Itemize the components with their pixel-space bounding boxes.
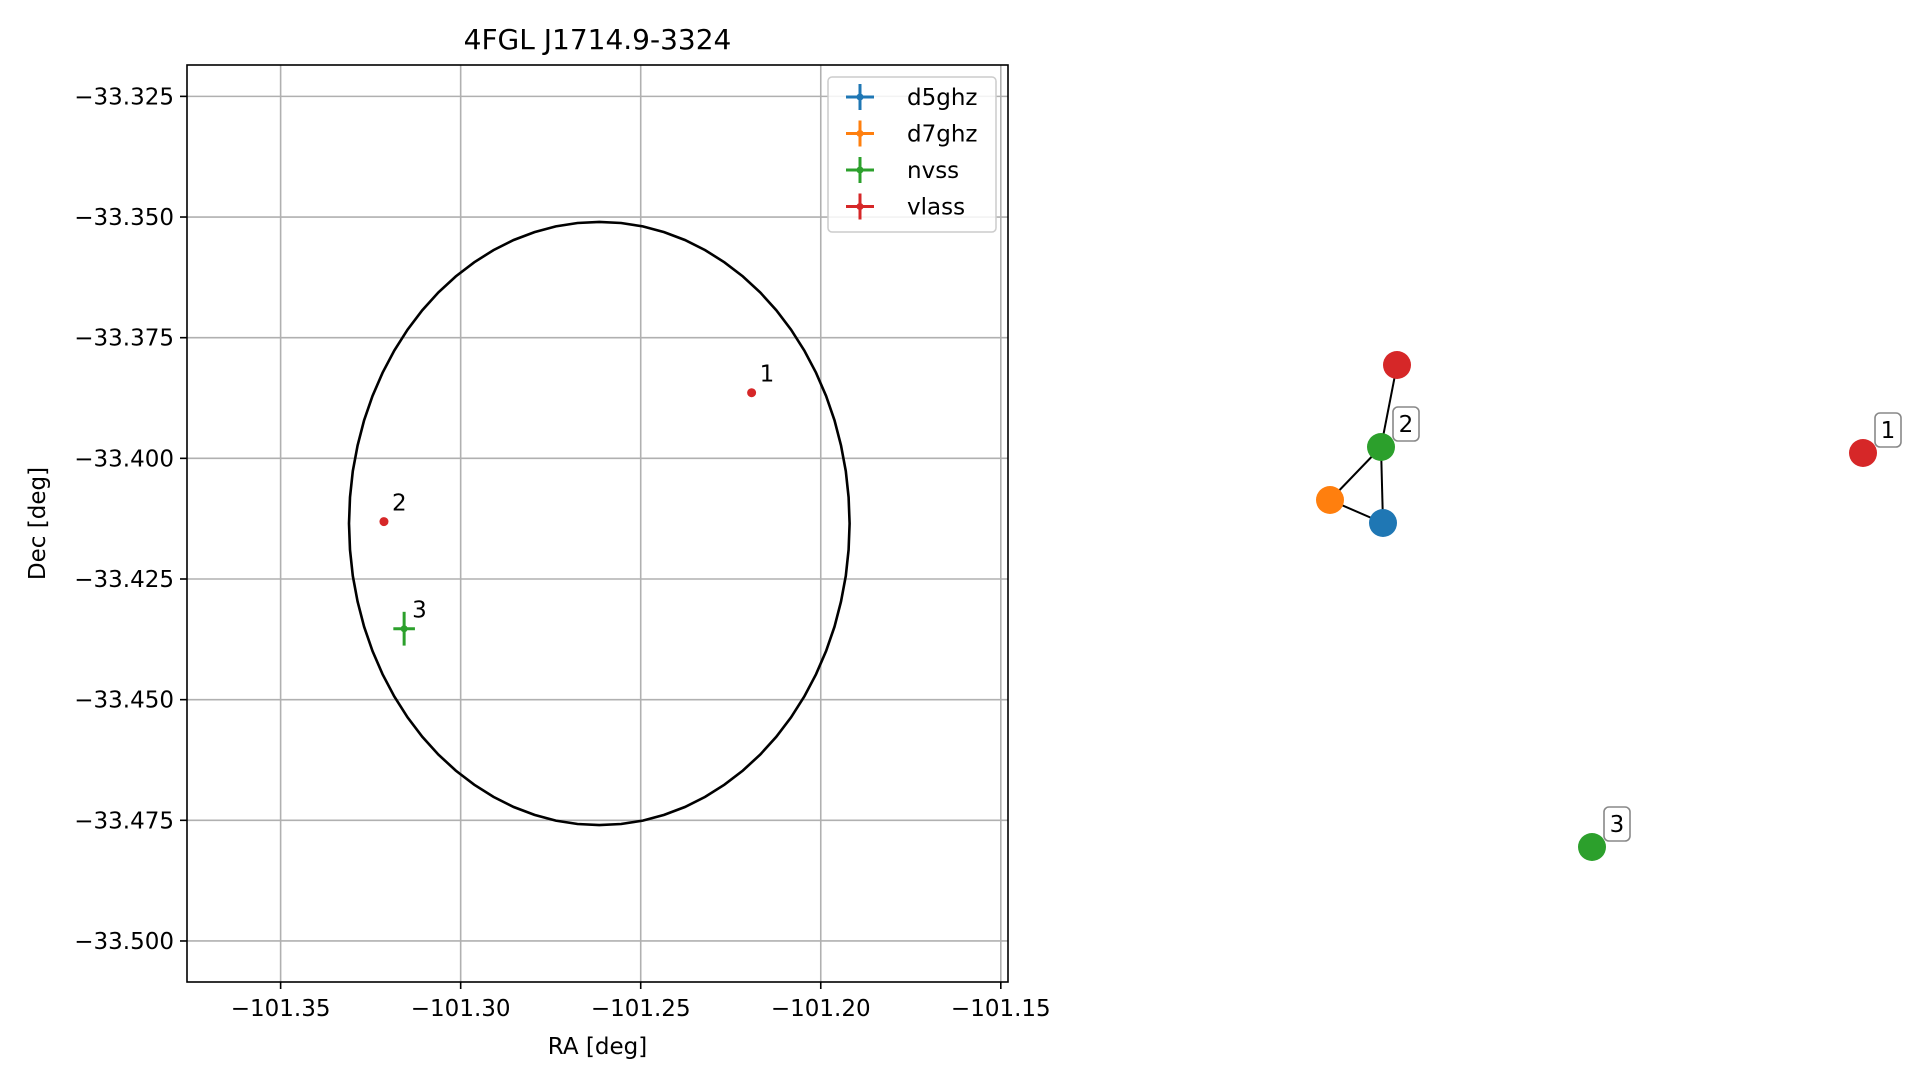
network-node-label: 3 [1603, 806, 1631, 842]
y-tick-label: −33.325 [74, 84, 174, 110]
y-axis-label: Dec [deg] [25, 467, 51, 580]
network-nodes [1316, 351, 1877, 861]
x-axis-label: RA [deg] [548, 1034, 647, 1060]
y-tick-label: −33.400 [74, 446, 174, 472]
network-label-text: 2 [1399, 412, 1414, 438]
data-point-nvss [400, 625, 408, 633]
legend-label-nvss: nvss [907, 158, 959, 184]
legend-entries: d5ghz d7ghz nvss vlass [846, 84, 977, 221]
legend-marker-dot [856, 93, 864, 101]
network-label-box [1392, 406, 1420, 442]
data-point-label: 2 [392, 491, 407, 517]
network-label-text: 1 [1881, 418, 1896, 444]
y-tick-label: −33.375 [74, 326, 174, 352]
y-ticks: −33.325 −33.350 −33.375 −33.400 −33.425 −33.4… [74, 84, 187, 955]
y-tick-label: −33.500 [74, 929, 174, 955]
network-node-d7ghz-2 [1316, 486, 1344, 514]
y-tick-label: −33.450 [74, 688, 174, 714]
network-label-box [1603, 806, 1631, 842]
legend-label-d5ghz: d5ghz [907, 85, 977, 111]
legend-frame [827, 76, 997, 233]
axes-frame [186, 64, 1009, 983]
network-panel: 1 2 3 [1316, 351, 1902, 861]
plot-content [347, 220, 851, 827]
network-label-text: 3 [1610, 812, 1625, 838]
legend: d5ghz d7ghz nvss vlass [827, 76, 997, 233]
data-point-label: 3 [412, 598, 427, 624]
error-ellipse [347, 220, 851, 827]
x-tick-label: −101.15 [951, 996, 1051, 1022]
x-tick-label: −101.25 [591, 996, 691, 1022]
network-node-label: 2 [1392, 406, 1420, 442]
network-node-label: 1 [1874, 412, 1902, 448]
y-tick-label: −33.350 [74, 205, 174, 231]
x-tick-label: −101.20 [771, 996, 871, 1022]
legend-label-d7ghz: d7ghz [907, 122, 977, 148]
x-tick-label: −101.35 [231, 996, 331, 1022]
network-node-vlass-2 [1383, 351, 1411, 379]
x-ticks: −101.35 −101.30 −101.25 −101.20 −101.15 [231, 982, 1051, 1022]
y-tick-label: −33.425 [74, 567, 174, 593]
network-node-nvss-2 [1367, 433, 1395, 461]
x-tick-label: −101.30 [411, 996, 511, 1022]
legend-marker-dot [856, 166, 864, 174]
scatter-panel: −101.35 −101.30 −101.25 −101.20 −101.15 −33.… [25, 23, 1051, 1060]
data-points [379, 388, 757, 646]
data-point-vlass [379, 517, 389, 527]
network-node-vlass-1 [1849, 439, 1877, 467]
data-point-vlass [747, 388, 757, 398]
network-node-nvss-3 [1578, 833, 1606, 861]
legend-marker-dot [856, 203, 864, 210]
network-node-d5ghz-2 [1369, 509, 1397, 537]
data-point-label: 1 [760, 362, 775, 388]
y-tick-label: −33.475 [74, 808, 174, 834]
chart-title: 4FGL J1714.9-3324 [464, 23, 732, 56]
grid-lines [187, 65, 1008, 982]
legend-label-vlass: vlass [907, 195, 965, 221]
network-labels: 1 2 3 [1392, 406, 1902, 842]
legend-marker-dot [856, 130, 864, 137]
network-label-box [1874, 412, 1902, 448]
point-labels: 3 1 2 [392, 362, 774, 624]
